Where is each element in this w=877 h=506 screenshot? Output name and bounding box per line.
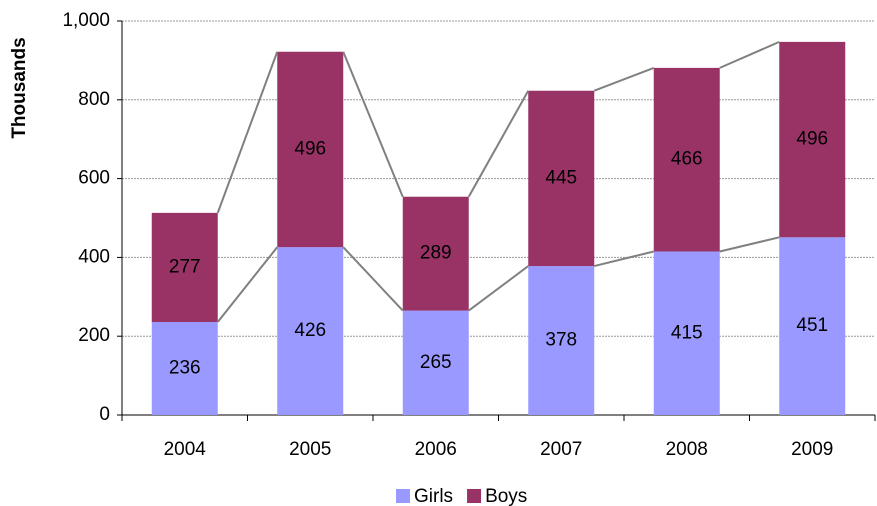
y-tick-label: 600 (78, 168, 110, 189)
bar-segment (402, 310, 469, 415)
y-tick-label: 1,000 (62, 10, 110, 31)
bar-segment (653, 67, 720, 252)
data-label: 451 (796, 315, 828, 336)
x-tick-label: 2008 (666, 439, 708, 460)
bar-segment (277, 51, 344, 248)
x-tick-label: 2006 (415, 439, 457, 460)
bar-segment (151, 212, 218, 323)
data-label: 496 (294, 138, 326, 159)
bar-segment (779, 41, 846, 238)
y-tick-label: 400 (78, 246, 110, 267)
data-label: 445 (545, 167, 577, 188)
bar-segment (528, 90, 595, 267)
series-line (216, 246, 279, 323)
x-tick-label: 2004 (164, 439, 207, 460)
x-tick-label: 2007 (540, 439, 582, 460)
x-tick-label: 2005 (289, 439, 331, 460)
x-tick-label: 2009 (791, 439, 833, 460)
y-axis-label: Thousands (9, 37, 30, 138)
bar-segment (779, 237, 846, 415)
series-line (594, 250, 654, 268)
bar-segment (402, 196, 469, 311)
legend-label: Boys (485, 486, 527, 506)
data-label: 426 (294, 320, 326, 341)
data-label: 277 (169, 256, 201, 277)
y-tick-label: 800 (78, 89, 110, 110)
legend-label: Girls (414, 486, 453, 506)
series-line (342, 51, 404, 198)
bar-segment (277, 247, 344, 415)
bar-segment (653, 251, 720, 415)
data-label: 289 (420, 243, 452, 264)
bar-segment (528, 266, 595, 415)
legend-swatch (396, 489, 410, 503)
data-label: 265 (420, 352, 452, 373)
data-label: 496 (796, 129, 828, 150)
y-tick-label: 0 (99, 404, 110, 425)
bar-segment (151, 322, 218, 415)
series-line (719, 236, 780, 253)
data-label: 466 (671, 149, 703, 170)
series-line (216, 51, 279, 214)
y-tick-label: 200 (78, 325, 110, 346)
series-line (719, 40, 780, 69)
data-label: 378 (545, 330, 577, 351)
series-line (342, 246, 404, 312)
data-label: 236 (169, 358, 201, 379)
series-line (468, 265, 529, 312)
data-label: 415 (671, 322, 703, 343)
series-line (467, 90, 530, 198)
legend-swatch (467, 489, 482, 503)
series-line (593, 66, 655, 92)
